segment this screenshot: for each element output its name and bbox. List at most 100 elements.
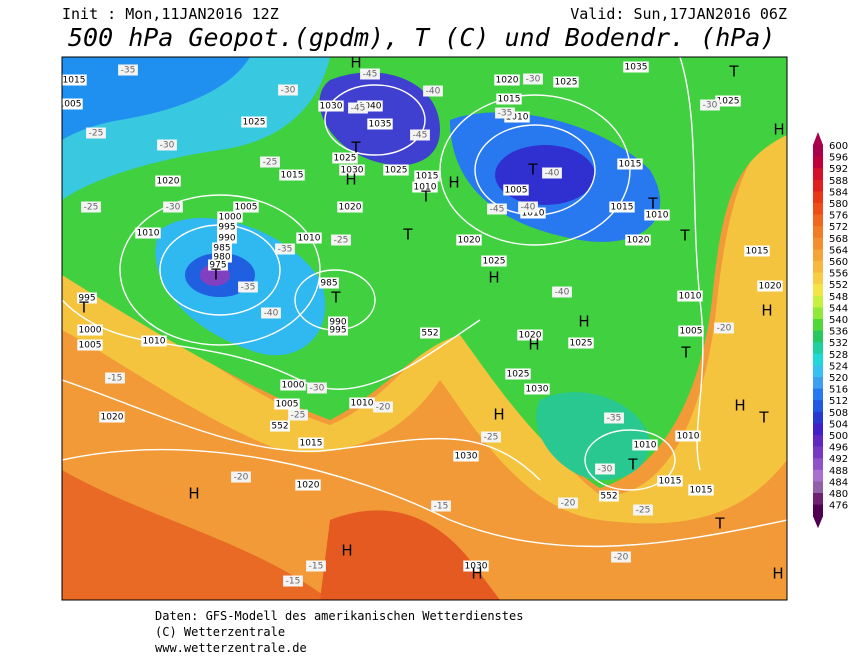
label-box bbox=[288, 409, 308, 421]
label-box bbox=[599, 490, 619, 502]
colorbar-label: 524 bbox=[829, 361, 848, 372]
colorbar-label: 508 bbox=[829, 408, 848, 419]
label-box bbox=[552, 286, 572, 298]
pressure-label: 1030 bbox=[526, 385, 549, 395]
label-box bbox=[328, 316, 348, 328]
pressure-label: 1010 bbox=[506, 113, 529, 123]
label-box bbox=[623, 61, 649, 73]
pressure-label: 1020 bbox=[458, 236, 481, 246]
pressure-label: 552 bbox=[600, 492, 617, 502]
pressure-label: 1005 bbox=[276, 400, 299, 410]
label-box bbox=[233, 201, 259, 213]
pressure-label: 990 bbox=[218, 234, 235, 244]
pressure-label: 1005 bbox=[235, 203, 258, 213]
label-box bbox=[212, 242, 232, 254]
colorbar-label: 588 bbox=[829, 176, 848, 187]
pressure-label: 1010 bbox=[137, 229, 160, 239]
label-box bbox=[319, 277, 339, 289]
colorbar-segment bbox=[813, 249, 823, 262]
colorbar-segment bbox=[813, 237, 823, 250]
label-box bbox=[278, 84, 298, 96]
label-box bbox=[617, 158, 643, 170]
colorbar-segment bbox=[813, 272, 823, 285]
colorbar-segment bbox=[813, 284, 823, 297]
pressure-label: 1025 bbox=[334, 154, 357, 164]
isobar bbox=[584, 429, 676, 491]
label-box bbox=[212, 251, 232, 263]
colorbar-segment bbox=[813, 156, 823, 169]
label-box bbox=[274, 398, 300, 410]
colorbar-label: 584 bbox=[829, 187, 848, 198]
colorbar-label: 548 bbox=[829, 292, 848, 303]
colorbar-segment bbox=[813, 388, 823, 401]
label-box bbox=[423, 85, 443, 97]
high-marker: H bbox=[188, 485, 199, 503]
pressure-label: 1025 bbox=[243, 118, 266, 128]
colorbar-label: 596 bbox=[829, 153, 848, 164]
pressure-label: 1015 bbox=[416, 172, 439, 182]
pressure-label: 1015 bbox=[281, 171, 304, 181]
temperature-label: -30 bbox=[166, 203, 181, 213]
label-box bbox=[77, 339, 103, 351]
label-box bbox=[700, 99, 720, 111]
colorbar-segment bbox=[813, 214, 823, 227]
pressure-label: 552 bbox=[421, 329, 438, 339]
colorbar-segment bbox=[813, 168, 823, 181]
pressure-label: 1015 bbox=[690, 486, 713, 496]
label-box bbox=[463, 560, 489, 572]
high-marker: H bbox=[772, 565, 783, 583]
colorbar-segment bbox=[813, 377, 823, 390]
colorbar-label: 544 bbox=[829, 303, 848, 314]
pressure-label: 1020 bbox=[101, 413, 124, 423]
colorbar-segment bbox=[813, 261, 823, 274]
label-box bbox=[118, 64, 138, 76]
pressure-label: 1035 bbox=[369, 120, 392, 130]
low-marker: T bbox=[680, 344, 691, 362]
label-box bbox=[542, 167, 562, 179]
label-box bbox=[420, 327, 440, 339]
colorbar-segment bbox=[813, 365, 823, 378]
colorbar-label: 500 bbox=[829, 431, 848, 442]
label-box bbox=[62, 74, 87, 86]
colorbar-label: 572 bbox=[829, 222, 848, 233]
label-box bbox=[517, 329, 543, 341]
isobar bbox=[439, 94, 631, 246]
label-box bbox=[163, 201, 183, 213]
label-box bbox=[757, 280, 783, 292]
label-box bbox=[644, 209, 670, 221]
pressure-label: 1010 bbox=[679, 292, 702, 302]
pressure-label: 1015 bbox=[63, 76, 86, 86]
low-marker: T bbox=[527, 161, 538, 179]
colorbar-segment bbox=[813, 504, 823, 517]
label-box bbox=[414, 170, 440, 182]
label-box bbox=[332, 152, 358, 164]
colorbar-segment bbox=[813, 353, 823, 366]
label-box bbox=[553, 76, 579, 88]
pressure-label: 1005 bbox=[59, 100, 82, 110]
colorbar-label: 592 bbox=[829, 164, 848, 175]
pressure-label: 1005 bbox=[680, 327, 703, 337]
label-box bbox=[678, 325, 704, 337]
label-box bbox=[496, 93, 522, 105]
pressure-label: 1030 bbox=[455, 452, 478, 462]
label-box bbox=[275, 243, 295, 255]
label-box bbox=[217, 221, 237, 233]
colorbar: 6005965925885845805765725685645605565525… bbox=[813, 132, 848, 529]
high-marker: H bbox=[350, 54, 361, 72]
colorbar-segment bbox=[813, 423, 823, 436]
temperature-label: -30 bbox=[598, 465, 613, 475]
pressure-label: 1025 bbox=[555, 78, 578, 88]
pressure-label: 1030 bbox=[465, 562, 488, 572]
pressure-label: 975 bbox=[209, 261, 226, 271]
label-box bbox=[524, 383, 550, 395]
label-box bbox=[349, 397, 375, 409]
temperature-label: -25 bbox=[334, 236, 349, 246]
label-box bbox=[481, 255, 507, 267]
pressure-label: 995 bbox=[329, 326, 346, 336]
label-box bbox=[295, 479, 321, 491]
label-box bbox=[231, 471, 251, 483]
colorbar-segment bbox=[813, 342, 823, 355]
label-box bbox=[105, 372, 125, 384]
colorbar-segment bbox=[813, 226, 823, 239]
